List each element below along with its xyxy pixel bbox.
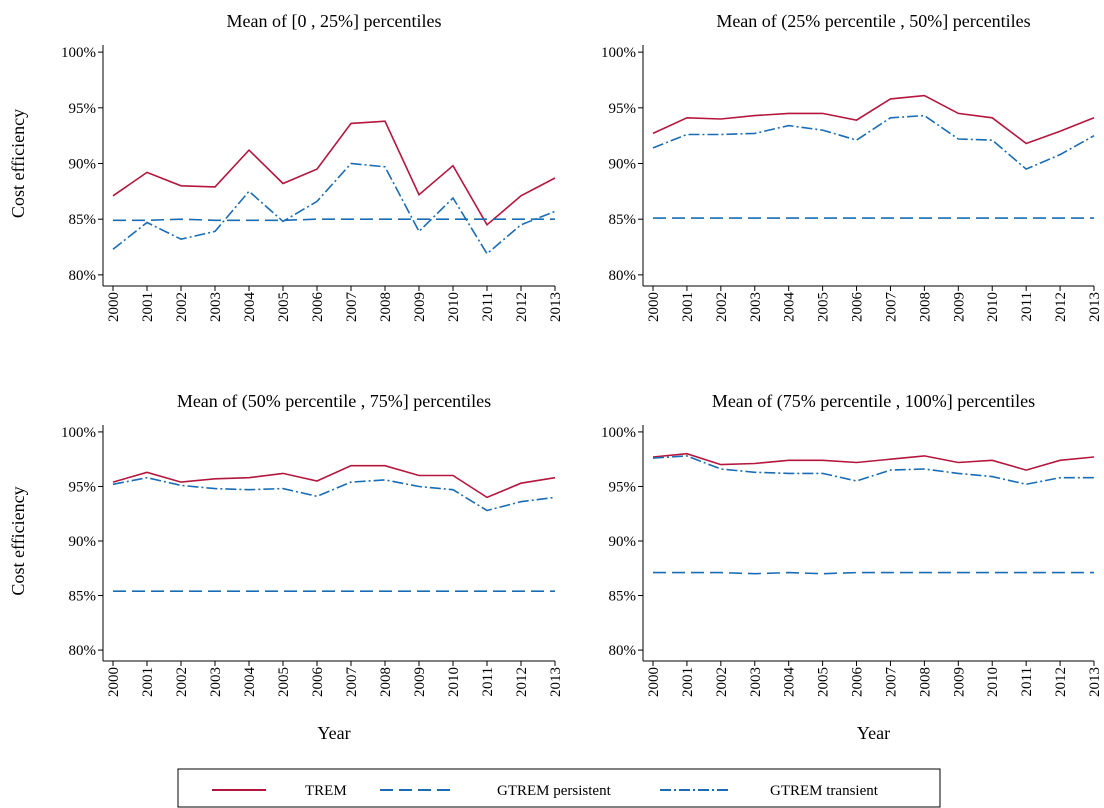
x-tick-label: 2011 xyxy=(1019,292,1035,321)
x-tick-label: 2003 xyxy=(748,667,764,697)
x-tick-label: 2005 xyxy=(276,667,292,697)
series-line: TREM xyxy=(112,120,556,227)
x-tick-label: 2001 xyxy=(680,292,696,322)
y-tick-label: 90% xyxy=(609,534,637,550)
series-line: TREM xyxy=(652,452,1095,471)
legend-label: GTREM persistent xyxy=(497,783,612,799)
x-tick-label: 2003 xyxy=(208,292,224,322)
x-tick-label: 2005 xyxy=(816,292,832,322)
x-axis-label: Year xyxy=(857,723,890,743)
y-tick-label: 80% xyxy=(69,268,97,284)
series-line: GTREM transient xyxy=(112,476,556,512)
y-tick-label: 85% xyxy=(609,589,637,605)
y-tick-label: 90% xyxy=(69,534,97,550)
x-tick-label: 2012 xyxy=(1053,667,1069,697)
x-tick-label: 2012 xyxy=(514,667,530,697)
y-tick-label: 95% xyxy=(609,101,637,117)
x-tick-label: 2008 xyxy=(378,292,394,322)
x-tick-label: 2006 xyxy=(310,667,326,698)
legend-label: GTREM transient xyxy=(770,783,879,799)
y-tick-label: 100% xyxy=(61,425,96,441)
x-tick-label: 2007 xyxy=(883,292,899,323)
y-tick-label: 100% xyxy=(601,425,636,441)
x-tick-label: 2009 xyxy=(412,667,428,697)
y-tick-label: 90% xyxy=(609,157,637,173)
x-tick-label: 2008 xyxy=(917,667,933,697)
x-tick-label: 2000 xyxy=(646,292,662,322)
x-tick-label: 2005 xyxy=(276,292,292,322)
y-tick-label: 90% xyxy=(69,157,97,173)
series-line: GTREM transient xyxy=(652,455,1094,486)
x-tick-label: 2012 xyxy=(514,292,530,322)
x-tick-label: 2007 xyxy=(883,667,899,698)
x-tick-label: 2004 xyxy=(782,667,798,698)
x-tick-label: 2009 xyxy=(951,292,967,322)
x-tick-label: 2004 xyxy=(242,667,258,698)
x-tick-label: 2013 xyxy=(548,667,564,697)
x-tick-label: 2009 xyxy=(412,292,428,322)
x-tick-label: 2007 xyxy=(344,292,360,323)
x-tick-label: 2004 xyxy=(242,292,258,323)
y-tick-label: 100% xyxy=(61,45,96,61)
y-axis-label: Cost efficiency xyxy=(8,109,28,218)
x-tick-label: 2013 xyxy=(1087,292,1103,322)
x-tick-label: 2000 xyxy=(106,667,122,697)
y-axis-label: Cost efficiency xyxy=(8,486,28,595)
x-tick-label: 2013 xyxy=(1087,667,1103,697)
x-tick-label: 2012 xyxy=(1053,292,1069,322)
y-tick-label: 85% xyxy=(69,212,97,228)
x-tick-label: 2001 xyxy=(140,667,156,697)
x-tick-label: 2003 xyxy=(748,292,764,322)
panel-title: Mean of (50% percentile , 75%] percentil… xyxy=(177,391,491,412)
x-tick-label: 2004 xyxy=(782,292,798,323)
panel-title: Mean of (75% percentile , 100%] percenti… xyxy=(712,391,1035,412)
x-tick-label: 2007 xyxy=(344,667,360,698)
x-tick-label: 2013 xyxy=(548,292,564,322)
series-line: GTREM transient xyxy=(112,162,556,255)
y-tick-label: 80% xyxy=(609,268,637,284)
legend-box xyxy=(177,768,941,808)
legend-label: TREM xyxy=(305,783,347,799)
x-tick-label: 2002 xyxy=(174,292,190,322)
panel-title: Mean of [0 , 25%] percentiles xyxy=(227,11,442,31)
x-tick-label: 2011 xyxy=(480,667,496,696)
x-tick-label: 2000 xyxy=(106,292,122,322)
x-tick-label: 2006 xyxy=(850,292,866,323)
x-tick-label: 2002 xyxy=(174,667,190,697)
x-tick-label: 2006 xyxy=(310,292,326,323)
y-tick-label: 80% xyxy=(609,643,637,659)
x-tick-label: 2006 xyxy=(850,667,866,698)
series-line: GTREM persistent xyxy=(113,218,555,222)
series-line: GTREM persistent xyxy=(653,571,1094,575)
x-axis-label: Year xyxy=(317,723,350,743)
x-tick-label: 2011 xyxy=(1019,667,1035,696)
x-tick-label: 2010 xyxy=(985,667,1001,697)
x-tick-label: 2002 xyxy=(714,667,730,697)
x-tick-label: 2009 xyxy=(951,667,967,697)
x-tick-label: 2011 xyxy=(480,292,496,321)
x-tick-label: 2010 xyxy=(446,667,462,697)
x-tick-label: 2001 xyxy=(680,667,696,697)
y-tick-label: 95% xyxy=(609,479,637,495)
x-tick-label: 2000 xyxy=(646,667,662,697)
y-tick-label: 85% xyxy=(69,589,97,605)
y-tick-label: 80% xyxy=(69,643,97,659)
x-tick-label: 2005 xyxy=(816,667,832,697)
x-tick-label: 2008 xyxy=(378,667,394,697)
y-tick-label: 95% xyxy=(69,101,97,117)
y-tick-label: 100% xyxy=(601,45,636,61)
x-tick-label: 2001 xyxy=(140,292,156,322)
x-tick-label: 2003 xyxy=(208,667,224,697)
y-tick-label: 85% xyxy=(609,212,637,228)
y-tick-label: 95% xyxy=(69,479,97,495)
panel-title: Mean of (25% percentile , 50%] percentil… xyxy=(716,11,1030,32)
x-tick-label: 2008 xyxy=(917,292,933,322)
series-line: TREM xyxy=(652,94,1095,145)
x-tick-label: 2002 xyxy=(714,292,730,322)
x-tick-label: 2010 xyxy=(985,292,1001,322)
x-tick-label: 2010 xyxy=(446,292,462,322)
series-line: GTREM transient xyxy=(652,114,1095,171)
series-line: TREM xyxy=(112,464,556,499)
